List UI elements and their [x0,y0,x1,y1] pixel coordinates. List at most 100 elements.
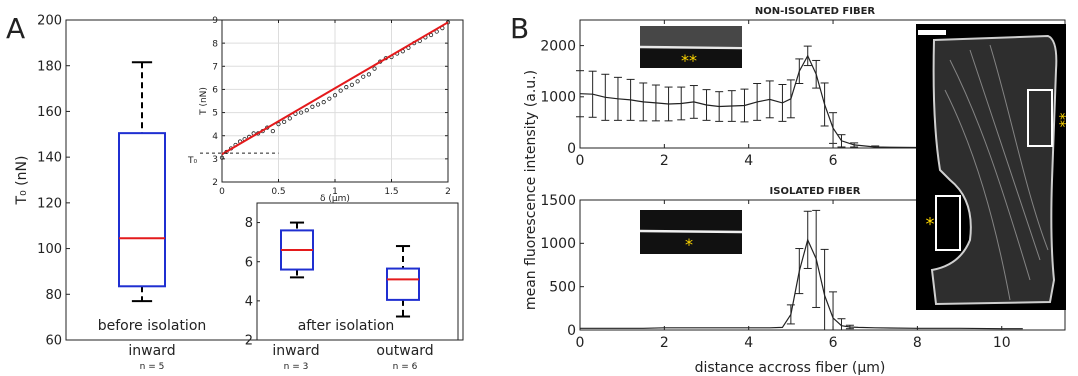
panel-label-a: A [6,12,25,45]
ytick-label: 1000 [540,90,576,106]
scatter-point [372,66,377,71]
chart-a-main-yaxis: 60 80 100 120 140 160 180 200 [37,14,70,349]
chart-a-inset-fit-ylabel: T (nN) [199,87,209,116]
chart-a-inset-fit: 2 3 4 5 6 7 8 9 0 0.5 1 1.5 2 T₀ T (nN) δ (μm) [187,16,451,204]
scatter-point [270,128,275,134]
chart-a-main: 60 80 100 120 1 4 0 160 180 200 T₀ (nN) before is… [14,14,464,372]
box-body [118,132,166,288]
scatter-point [338,88,343,93]
ytick-label: 2 [212,178,218,188]
roi-box-nonisolated [1027,89,1053,147]
roi-marker-isolated: * [926,214,935,235]
scatter-point [219,155,225,160]
ytick-label: 1500 [540,193,576,209]
xtick-label: 8 [913,335,922,351]
scatter-point [349,82,355,87]
chart-a-inset-box-frame [256,202,459,341]
xtick-label: 2 [660,153,669,169]
roi-box-isolated [935,195,961,251]
scatter-point [304,108,309,113]
ytick-label: 1000 [540,236,576,252]
ytick-label: 0 [567,323,576,339]
scatter-point [327,96,332,101]
chart-b-top: NON-ISOLATED FIBER 0 1000 2000 0 2 4 6 [540,6,1066,169]
scatter-point [366,72,371,77]
ytick-label: 2000 [540,39,576,55]
ytick-label: 4 [212,132,218,142]
chart-b-bottom-series [580,209,1023,331]
chart-a-inset-box-n-outward: n = 6 [393,362,418,372]
series-line [580,238,1023,330]
ytick-label: 8 [245,216,253,231]
chart-a-main-xtick: inward [128,343,175,359]
ytick-label: 60 [45,334,62,349]
ytick-label: 100 [37,242,62,257]
xtick-label: 4 [744,335,753,351]
xtick-label: 6 [829,335,838,351]
ytick-label: 7 [212,62,218,72]
fiber-inset-bottom: * [639,210,743,254]
scatter-point [276,122,281,127]
xtick-label: 0 [219,187,225,197]
panel-label-b: B [510,12,529,45]
chart-a-inset-fit-t0-label: T₀ [187,156,197,166]
ytick-label: 180 [37,59,62,74]
ytick-label: 2 [245,334,253,349]
chart-a-inset-fit-line [221,21,449,156]
chart-a-inset-box-xtick-inward: inward [272,343,319,359]
chart-a-inset-fit-axes: 2 3 4 5 6 7 8 9 0 0.5 1 1.5 2 [212,16,451,197]
scatter-point [287,116,292,121]
box-body [386,267,420,301]
chart-a-inset-box: 2 4 6 8 after isolation inward n = 3 outwar… [245,202,459,372]
ytick-label: 200 [37,14,62,29]
chart-b-xlabel: distance accross fiber (µm) [695,360,886,376]
xtick-label: 2 [660,335,669,351]
ytick-label: 80 [45,288,62,303]
chart-b-bottom-title: ISOLATED FIBER [770,186,861,197]
chart-a-inset-box-n-inward: n = 3 [284,362,309,372]
ytick-label: 120 [37,196,62,211]
ytick-label: 8 [212,39,218,49]
ytick-label: 6 [245,255,253,270]
xtick-label: 1 [332,187,338,197]
chart-a-inset-box-xtick-outward: outward [376,343,433,359]
xtick-label: 0.5 [271,187,285,197]
chart-a-main-n: n = 5 [140,362,165,372]
xtick-label: 1.5 [384,187,398,197]
ytick-label: 4 [245,294,253,309]
roi-marker-nonisolated: ** [1051,113,1069,129]
chart-a-main-ylabel: T₀ (nN) [14,156,30,206]
ytick-label: 6 [212,86,218,96]
scale-bar [918,30,946,35]
chart-b-top-title: NON-ISOLATED FIBER [755,6,876,17]
chart-a-main-frame [65,19,464,341]
ytick-label: 500 [549,280,576,296]
chart-a-inset-box-caption: after isolation [298,318,395,334]
fiber-inset-top: ** [639,26,743,70]
ytick-label: 5 [212,109,218,119]
chart-a-inset-fit-xlabel: δ (μm) [320,194,350,204]
cell-micrograph: ** * [916,24,1069,310]
chart-a-main-caption: before isolation [98,318,207,334]
scatter-point [361,74,366,79]
chart-a-inset-box-yaxis: 2 4 6 8 [245,216,260,349]
ytick-label: 0 [567,141,576,157]
chart-b-top-series [576,45,1023,149]
series-line [579,54,1023,149]
box-1 [386,245,420,318]
scatter-point [344,85,349,90]
xtick-label: 2 [445,187,451,197]
ytick-label: 160 [37,105,62,120]
chart-b-ylabel: mean fluorescence intensity (a.u.) [523,70,539,310]
fiber-inset-top-marker: ** [681,51,697,70]
scatter-point [282,119,287,124]
xtick-label: 4 [744,153,753,169]
cell-outline [930,34,1058,306]
chart-a-main-boxes [118,61,166,303]
chart-a-inset-box-boxes [280,221,420,318]
ytick-label: 3 [212,155,218,165]
scatter-point [355,79,360,84]
xtick-label: 6 [829,153,838,169]
scatter-point [321,100,326,105]
